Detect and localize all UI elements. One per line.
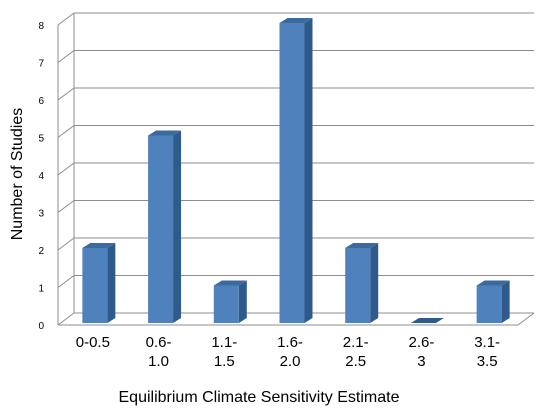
bar-top [279, 18, 313, 23]
bar-top [82, 243, 116, 248]
x-category-label: 2.0 [280, 353, 301, 370]
bars [82, 18, 510, 323]
bar-top [476, 280, 510, 286]
gridline-side [57, 237, 75, 251]
y-tick-label: 2 [38, 246, 44, 257]
y-tick-label: 7 [38, 59, 44, 70]
bar-side [107, 243, 116, 323]
bar-side [304, 18, 313, 323]
y-tick-label: 1 [38, 284, 44, 295]
floor-right-edge [517, 312, 535, 326]
x-category-label: 2.5 [345, 353, 366, 370]
y-axis-title: Number of Studies [9, 108, 26, 241]
bar-top [148, 130, 182, 136]
x-category-label: 2.1- [343, 334, 369, 351]
bar-front [345, 248, 371, 323]
bar [476, 280, 510, 323]
bar-top [345, 243, 379, 248]
y-tick-label: 3 [38, 209, 44, 220]
bar-front [213, 285, 239, 323]
x-category-label: 3.5 [477, 353, 498, 370]
x-category-label: 2.6- [408, 334, 434, 351]
bar-front [279, 23, 305, 323]
bar [213, 280, 247, 323]
bar-top [213, 280, 247, 286]
x-category-label: 1.5 [214, 353, 235, 370]
x-category-label: 1.1- [211, 334, 237, 351]
bar-side [370, 243, 379, 323]
bar [279, 18, 313, 323]
x-category-label: 3 [417, 353, 425, 370]
y-tick-label: 0 [38, 321, 44, 332]
x-axis-title: Equilibrium Climate Sensitivity Estimate [119, 389, 400, 406]
bar-front [476, 285, 502, 323]
y-tick-label: 8 [38, 21, 44, 32]
gridline-side [57, 312, 75, 326]
gridline-side [57, 87, 75, 101]
bar-front [148, 135, 174, 323]
bar [410, 318, 444, 323]
gridline-side [57, 50, 75, 63]
y-tick-label: 5 [38, 134, 44, 145]
x-category-label: 3.1- [474, 334, 500, 351]
bar-side [238, 280, 247, 323]
x-category-label: 0-0.5 [76, 334, 110, 351]
gridline-side [57, 275, 75, 288]
x-category-label: 0.6- [146, 334, 172, 351]
bar-side [173, 130, 182, 323]
gridline-side [57, 125, 75, 138]
bar [82, 243, 116, 323]
gridline-side [57, 162, 75, 176]
bar [345, 243, 379, 323]
x-category-label: 1.0 [148, 353, 169, 370]
gridline-side [57, 12, 75, 26]
bar [148, 130, 182, 323]
bar-side [501, 280, 510, 323]
bar-front [82, 248, 108, 323]
x-category-label: 1.6- [277, 334, 303, 351]
gridline-side [57, 200, 75, 213]
y-tick-labels: 0 1 2 3 4 5 6 7 8 [38, 21, 44, 332]
y-tick-label: 6 [38, 96, 44, 107]
y-tick-label: 4 [38, 171, 44, 182]
x-category-labels: 0-0.5 0.6- 1.0 1.1- 1.5 1.6- 2.0 2.1- 2.5 2.6- 3 3.… [76, 334, 500, 370]
bar-top [410, 318, 444, 323]
